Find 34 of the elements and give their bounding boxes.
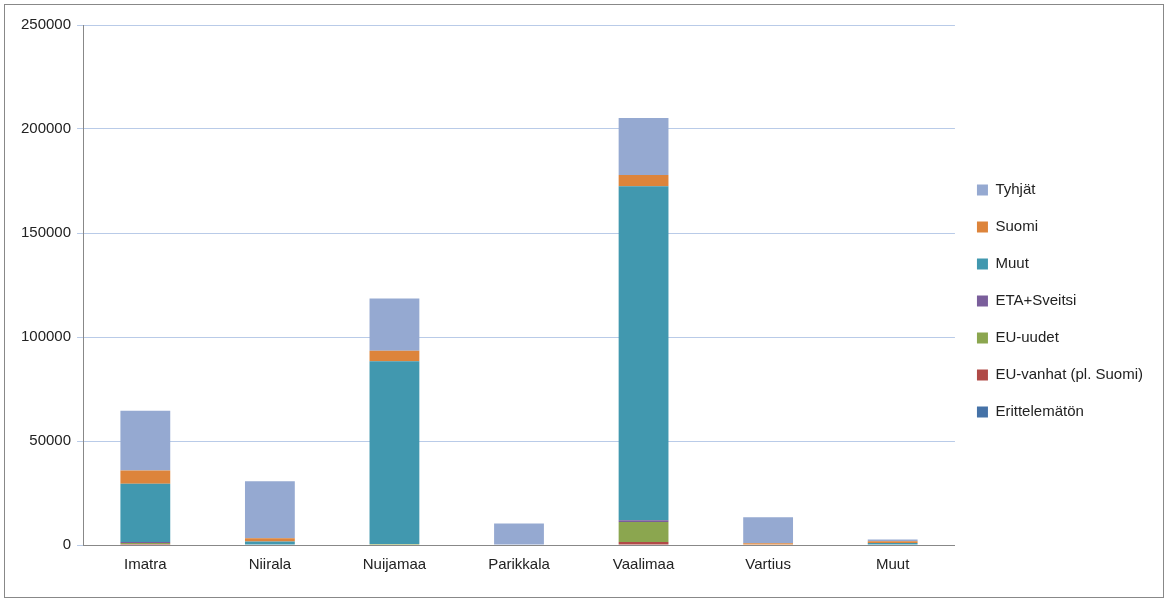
bar <box>120 410 171 471</box>
legend-label: EU-vanhat (pl. Suomi) <box>995 365 1144 383</box>
bar <box>618 186 669 521</box>
x-tick-label: Niirala <box>248 555 292 573</box>
legend-label: Muut <box>995 254 1030 272</box>
bar <box>120 483 171 542</box>
x-tick-label: Parikkala <box>488 555 551 573</box>
bar <box>618 117 669 175</box>
legend-label: EU-uudet <box>995 328 1060 346</box>
y-tick-label: 100000 <box>20 327 72 345</box>
legend-label: Tyhjät <box>995 180 1037 198</box>
bar <box>244 481 295 539</box>
bar <box>369 298 420 351</box>
y-tick-label: 0 <box>62 535 72 553</box>
bar <box>120 470 171 484</box>
bar <box>618 522 669 542</box>
bar <box>369 350 420 362</box>
legend-label: Suomi <box>995 217 1038 235</box>
bar <box>618 174 669 187</box>
bar <box>494 523 544 545</box>
x-tick-label: Muut <box>875 555 911 573</box>
legend-label: Erittelemätön <box>995 402 1084 420</box>
x-tick-label: Vaalimaa <box>612 555 675 573</box>
y-tick-label: 250000 <box>20 15 72 33</box>
y-tick-label: 150000 <box>20 223 72 241</box>
y-tick-label: 50000 <box>29 431 72 449</box>
legend-label: ETA+Sveitsi <box>995 291 1077 309</box>
y-tick-label: 200000 <box>20 119 72 137</box>
bar <box>743 517 794 544</box>
bar <box>618 541 669 545</box>
x-tick-label: Imatra <box>124 555 168 573</box>
x-tick-label: Nuijamaa <box>362 555 427 573</box>
x-tick-label: Vartius <box>745 555 791 573</box>
bar <box>369 361 420 544</box>
